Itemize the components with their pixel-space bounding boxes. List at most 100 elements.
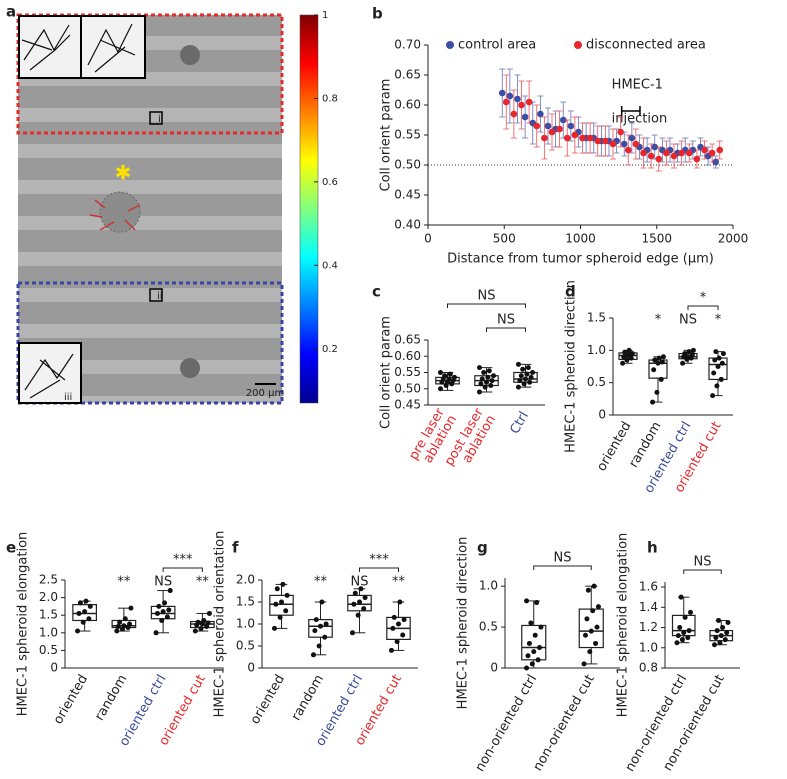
y-tick-label: 1.0 <box>39 625 58 639</box>
data-point <box>528 374 534 380</box>
y-axis-label: Coll orient param <box>379 316 394 429</box>
data-point <box>192 628 198 634</box>
data-point <box>724 630 730 636</box>
data-point <box>446 376 452 382</box>
data-point <box>452 374 458 380</box>
microscopy-image: ✱ i ii iii 200 µm <box>16 13 284 405</box>
y-tick-label: 0.45 <box>394 398 421 412</box>
data-point <box>537 645 543 651</box>
y-tick-label: 0.5 <box>587 375 606 389</box>
significance-label: NS <box>497 313 515 328</box>
data-point <box>485 374 491 380</box>
data-point <box>626 347 632 353</box>
data-point <box>481 370 487 375</box>
data-point <box>205 620 211 626</box>
y-tick-label: 1.5 <box>39 608 58 622</box>
data-point <box>160 609 166 615</box>
data-point <box>517 378 523 384</box>
data-point <box>725 619 731 625</box>
y-tick-label: 1.0 <box>236 617 255 631</box>
data-point <box>390 625 396 631</box>
x-tick-label: 500 <box>493 232 516 246</box>
significance-bracket <box>486 327 526 332</box>
data-point <box>510 110 518 118</box>
significance-bracket <box>533 565 592 570</box>
data-point <box>571 131 579 139</box>
data-point <box>518 101 525 109</box>
category-label: non-oriented ctrl <box>473 672 541 774</box>
data-point <box>652 357 658 363</box>
data-point <box>167 588 173 594</box>
data-point <box>355 612 361 618</box>
data-point <box>506 92 514 100</box>
scale-bar-label: 200 µm <box>246 388 284 399</box>
data-point <box>716 146 724 154</box>
box <box>269 594 294 616</box>
data-point <box>680 360 686 366</box>
data-point <box>682 351 688 357</box>
y-tick-label: 1.0 <box>639 640 658 654</box>
data-point <box>584 616 590 622</box>
data-point <box>77 600 83 606</box>
y-tick-label: 2.0 <box>236 573 255 587</box>
data-point <box>323 621 329 627</box>
data-point <box>198 626 204 632</box>
data-point <box>715 364 721 369</box>
y-tick-label: 1.4 <box>639 600 658 614</box>
data-point <box>284 592 290 598</box>
data-point <box>656 355 662 361</box>
colorbar-tick-label: 0.8 <box>322 93 338 104</box>
data-point <box>563 134 571 142</box>
significance-label: NS <box>694 555 712 570</box>
data-point <box>717 640 723 646</box>
data-point <box>663 149 670 157</box>
data-point <box>271 625 277 631</box>
data-point <box>114 628 120 634</box>
data-point <box>685 635 691 641</box>
data-point <box>718 376 724 382</box>
data-point <box>713 349 719 355</box>
y-tick-label: 1.5 <box>236 595 255 609</box>
y-tick-label: 1.5 <box>587 311 606 325</box>
data-point <box>654 389 660 395</box>
data-point <box>122 616 128 622</box>
data-point <box>716 355 722 361</box>
data-point <box>75 628 81 634</box>
data-point <box>486 368 492 374</box>
data-point <box>476 389 482 395</box>
data-point <box>620 140 628 148</box>
data-point <box>693 155 701 163</box>
data-point <box>482 384 488 390</box>
legend-label: disconnected area <box>586 38 706 53</box>
data-point <box>689 352 695 358</box>
data-point <box>528 620 534 626</box>
data-point <box>647 152 655 160</box>
data-point <box>526 640 532 646</box>
panel-letter: e <box>6 539 16 557</box>
x-tick-label: 1500 <box>641 232 672 246</box>
significance-mark: * <box>715 313 722 328</box>
data-point <box>658 376 664 382</box>
data-point <box>682 614 688 620</box>
significance-mark: ** <box>117 575 131 590</box>
y-tick-label: 0.45 <box>394 188 421 202</box>
y-tick-label: 0.65 <box>394 333 421 347</box>
data-point <box>670 152 678 160</box>
y-tick-label: 0.65 <box>394 68 421 82</box>
data-point <box>591 583 597 589</box>
data-point <box>602 137 609 145</box>
data-point <box>277 614 283 620</box>
x-axis-label: Distance from tumor spheroid edge (µm) <box>447 252 714 267</box>
x-tick-label: 1000 <box>565 232 596 246</box>
data-point <box>316 643 322 649</box>
data-point <box>397 599 403 605</box>
data-point <box>681 630 687 636</box>
data-point <box>521 113 529 121</box>
data-point <box>312 628 318 634</box>
data-point <box>716 617 722 623</box>
data-point <box>80 619 86 625</box>
y-tick-label: 0.55 <box>394 128 421 142</box>
category-label: non-oriented cut <box>531 672 598 773</box>
data-point <box>442 373 448 379</box>
